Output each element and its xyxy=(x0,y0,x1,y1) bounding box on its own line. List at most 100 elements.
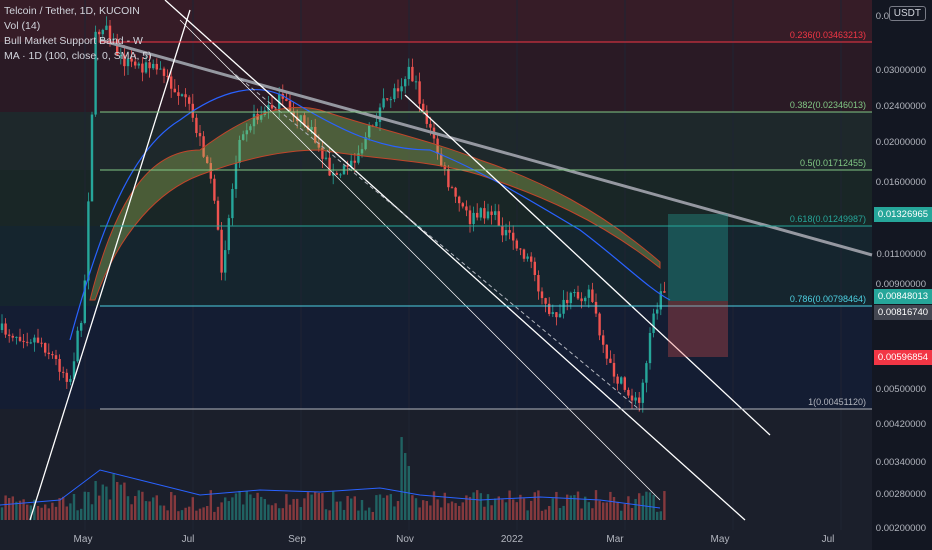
volume-bar xyxy=(134,496,136,520)
candle-body xyxy=(498,211,500,226)
candle-body xyxy=(195,118,197,133)
volume-bar xyxy=(195,511,197,520)
volume-bar xyxy=(570,496,572,520)
chart-legend: Telcoin / Tether, 1D, KUCOIN Vol (14) Bu… xyxy=(4,4,152,64)
volume-bar xyxy=(339,501,341,520)
volume-bar xyxy=(220,502,222,520)
candle-body xyxy=(613,363,615,377)
candle-body xyxy=(595,302,597,314)
volume-bar xyxy=(307,492,309,520)
y-tick-label: 0.00280000 xyxy=(876,489,926,500)
candle-body xyxy=(159,69,161,70)
volume-bar xyxy=(217,507,219,520)
volume-bar xyxy=(552,498,554,520)
volume-bar xyxy=(76,510,78,520)
volume-bar xyxy=(404,453,406,520)
candle-body xyxy=(19,337,21,341)
candle-body xyxy=(12,336,14,338)
volume-bar xyxy=(397,501,399,520)
price-tag: 0.00848013 xyxy=(874,289,932,304)
candle-body xyxy=(87,201,89,280)
volume-bar xyxy=(292,499,294,520)
volume-bar xyxy=(156,495,158,520)
volume-bar xyxy=(598,501,600,520)
fib-zone xyxy=(0,226,872,306)
volume-bar xyxy=(483,507,485,520)
volume-bar xyxy=(66,506,68,520)
target-zone xyxy=(668,214,728,301)
x-tick-label: Jul xyxy=(822,534,835,545)
candle-body xyxy=(285,99,287,101)
volume-bar xyxy=(379,494,381,520)
candle-body xyxy=(584,298,586,301)
volume-bar xyxy=(454,503,456,520)
candle-body xyxy=(69,379,71,382)
currency-selector[interactable]: USDT xyxy=(889,6,926,21)
volume-bar xyxy=(109,499,111,520)
candle-body xyxy=(231,189,233,218)
candle-body xyxy=(598,314,600,336)
volume-bar xyxy=(318,493,320,520)
candle-body xyxy=(534,262,536,275)
candle-body xyxy=(465,206,467,210)
volume-bar xyxy=(98,496,100,520)
volume-bar xyxy=(181,510,183,520)
candle-body xyxy=(537,275,539,291)
candle-body xyxy=(26,342,28,343)
volume-bar xyxy=(141,492,143,520)
fib-zone xyxy=(0,306,872,409)
volume-bar xyxy=(62,497,64,520)
candle-body xyxy=(616,377,618,384)
volume-bar xyxy=(613,497,615,520)
volume-bar xyxy=(253,498,255,520)
volume-bar xyxy=(544,510,546,520)
volume-bar xyxy=(476,490,478,520)
candle-body xyxy=(415,81,417,82)
candle-body xyxy=(548,304,550,314)
candle-body xyxy=(80,323,82,331)
candle-body xyxy=(199,133,201,136)
volume-bar xyxy=(609,492,611,520)
candle-body xyxy=(505,230,507,235)
volume-bar xyxy=(1,507,3,520)
volume-bar xyxy=(620,511,622,520)
volume-bar xyxy=(94,481,96,520)
candle-body xyxy=(404,79,406,86)
candle-body xyxy=(328,158,330,176)
volume-bar xyxy=(177,511,179,520)
candle-body xyxy=(375,122,377,126)
volume-bar xyxy=(606,502,608,520)
volume-bar xyxy=(436,499,438,520)
volume-bar xyxy=(238,491,240,520)
volume-bar xyxy=(325,509,327,520)
volume-bar xyxy=(69,503,71,520)
y-tick-label: 0.00420000 xyxy=(876,419,926,430)
fib-level-label: 0.618(0.01249987) xyxy=(790,214,866,224)
candle-body xyxy=(336,173,338,175)
candle-body xyxy=(4,324,6,335)
candle-body xyxy=(555,312,557,317)
legend-ma: MA · 1D (100, close, 0, SMA, 5) xyxy=(4,49,152,64)
candle-body xyxy=(325,158,327,159)
candle-body xyxy=(580,298,582,301)
volume-bar xyxy=(516,502,518,520)
volume-bar xyxy=(480,493,482,520)
volume-bar xyxy=(440,507,442,520)
candle-body xyxy=(447,169,449,187)
volume-bar xyxy=(84,492,86,520)
volume-bar xyxy=(300,507,302,520)
candle-body xyxy=(562,300,564,314)
volume-bar xyxy=(472,492,474,520)
candle-body xyxy=(483,208,485,218)
candle-body xyxy=(519,249,521,250)
stop-zone xyxy=(668,301,728,357)
volume-bar xyxy=(199,509,201,520)
volume-bar xyxy=(213,512,215,520)
volume-bar xyxy=(393,506,395,520)
candle-body xyxy=(501,226,503,235)
volume-bar xyxy=(357,511,359,520)
candle-body xyxy=(156,64,158,70)
volume-bar xyxy=(429,505,431,520)
candle-body xyxy=(220,230,222,273)
